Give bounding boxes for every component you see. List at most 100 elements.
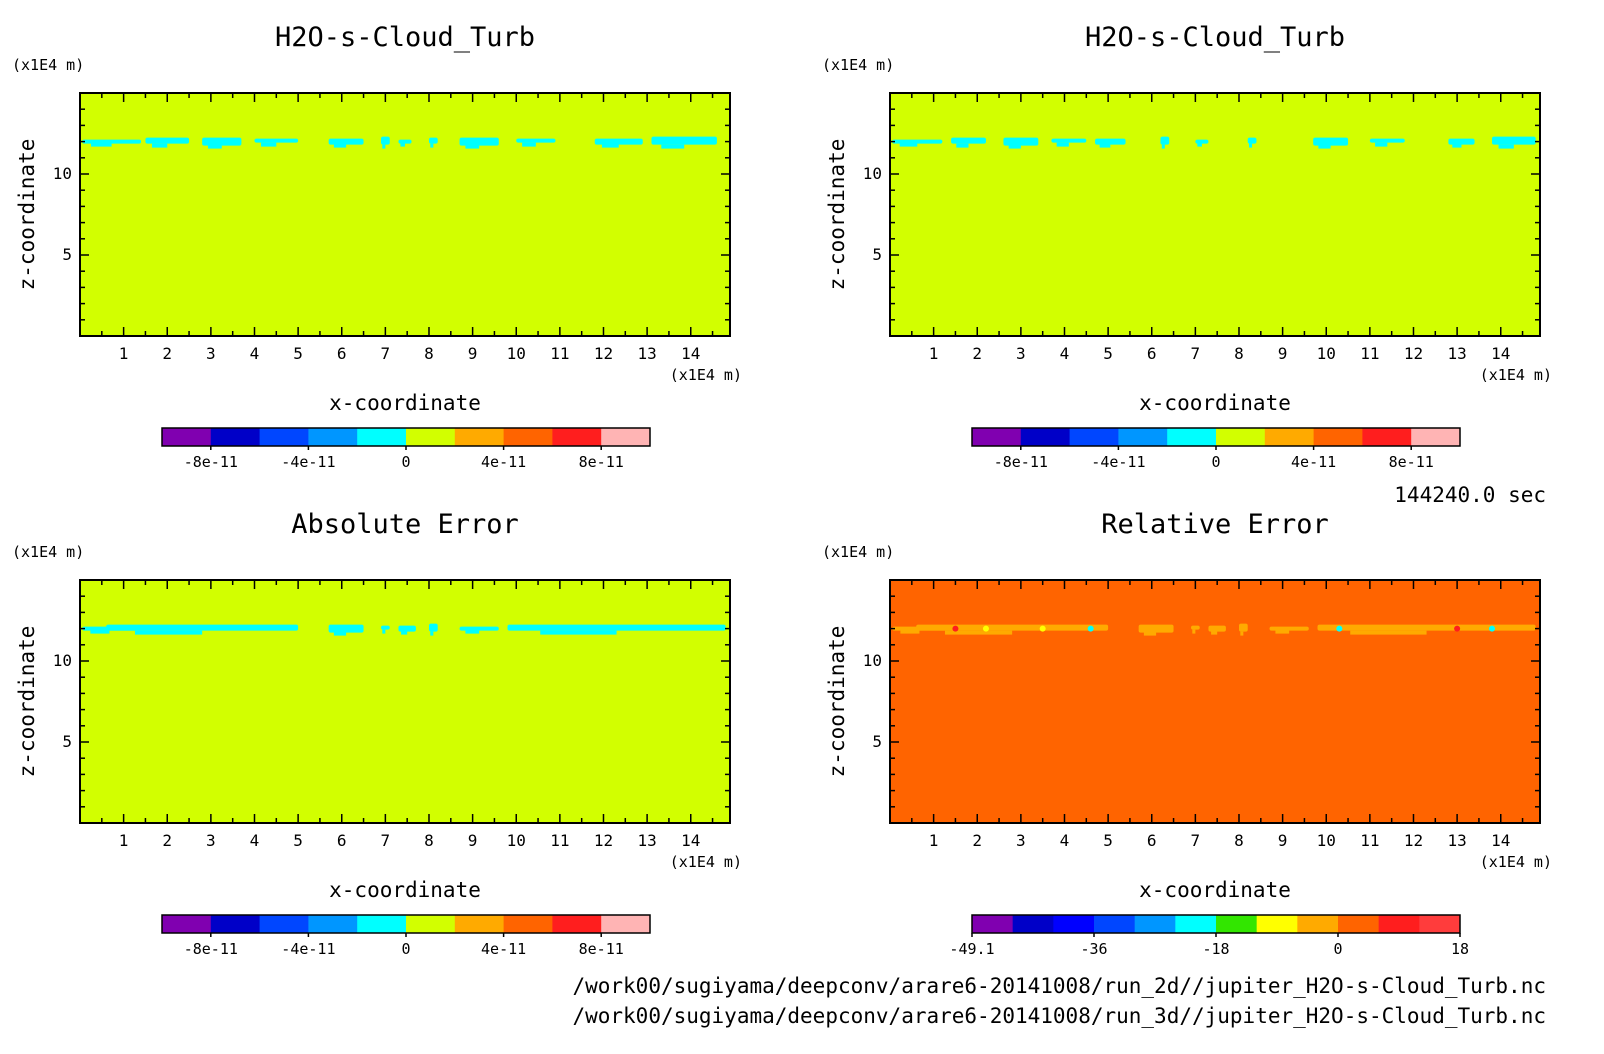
x-tick-label: 10	[1317, 344, 1336, 363]
y-unit-label: (x1E4 m)	[12, 56, 84, 74]
x-tick-label: 10	[507, 344, 526, 363]
cloud-feature	[916, 625, 1108, 631]
cloud-feature-lobe	[1162, 145, 1165, 149]
cloud-feature	[145, 138, 189, 144]
cloud-feature	[892, 140, 942, 144]
colorbar-swatch	[1297, 915, 1338, 933]
x-tick-label: 2	[972, 344, 982, 363]
colorbar-swatch	[1265, 428, 1314, 446]
colorbar-swatch	[601, 915, 650, 933]
colorbar-swatch	[1167, 428, 1216, 446]
cloud-feature	[508, 625, 726, 631]
colorbar-tick-label: 0	[1211, 453, 1220, 471]
cloud-feature-lobe	[1197, 143, 1202, 147]
footer-path-2d: /work00/sugiyama/deepconv/arare6-2014100…	[572, 974, 1546, 998]
relative-error-spot	[1336, 626, 1342, 632]
colorbar-tick-label: -4e-11	[1091, 453, 1145, 471]
x-tick-label: 7	[1191, 344, 1201, 363]
cloud-feature-lobe	[382, 630, 385, 634]
colorbar-swatch	[504, 915, 553, 933]
field-background	[80, 93, 730, 336]
cloud-feature	[429, 624, 438, 632]
y-tick-label: 10	[53, 651, 72, 670]
x-tick-label: 11	[1360, 831, 1379, 850]
x-tick-label: 7	[381, 831, 391, 850]
colorbar-swatch	[1419, 915, 1460, 933]
cloud-feature	[1318, 625, 1536, 631]
y-tick-label: 5	[872, 245, 882, 264]
colorbar-swatch	[308, 428, 357, 446]
colorbar-swatch	[162, 428, 211, 446]
relative-error-spot	[1088, 626, 1094, 632]
y-axis-label: z-coordinate	[825, 139, 849, 291]
cloud-feature-lobe	[382, 145, 385, 149]
relative-error-spot	[952, 626, 958, 632]
cloud-feature-lobe	[1240, 632, 1243, 636]
chart-panel-3: Absolute Error(x1E4 m)1 2 3 4 5 6 7 8 9 10 11 12 13 1…	[12, 509, 742, 958]
colorbar-swatch	[552, 428, 601, 446]
relative-error-spot	[1040, 626, 1046, 632]
cloud-feature	[1191, 626, 1200, 630]
cloud-feature	[1248, 138, 1257, 144]
x-tick-label: 12	[1404, 344, 1423, 363]
colorbar-tick-label: 8e-11	[579, 940, 624, 958]
cloud-feature	[1313, 138, 1348, 146]
x-tick-label: 2	[162, 831, 172, 850]
colorbar-swatch	[455, 915, 504, 933]
cloud-feature	[1239, 624, 1248, 632]
cloud-feature-lobe	[602, 144, 619, 148]
relative-error-spot	[983, 626, 989, 632]
cloud-feature-lobe	[1452, 144, 1461, 148]
colorbar-swatch	[308, 915, 357, 933]
x-tick-label: 5	[1103, 344, 1113, 363]
colorbar-tick-label: 4e-11	[481, 453, 526, 471]
colorbar-swatch	[1053, 915, 1094, 933]
cloud-feature-lobe	[430, 632, 433, 636]
y-axis-label: z-coordinate	[15, 139, 39, 291]
x-tick-label: 14	[1491, 344, 1510, 363]
x-tick-label: 5	[293, 831, 303, 850]
relative-error-spot	[1489, 626, 1495, 632]
colorbar-swatch	[260, 915, 309, 933]
x-tick-label: 8	[1234, 831, 1244, 850]
field-background	[890, 93, 1540, 336]
colorbar-swatch	[357, 915, 406, 933]
cloud-feature	[329, 625, 364, 633]
x-tick-label: 11	[550, 831, 569, 850]
cloud-feature-lobe	[661, 145, 684, 149]
cloud-feature	[381, 137, 390, 145]
cloud-feature-lobe	[334, 144, 346, 148]
x-tick-label: 11	[550, 344, 569, 363]
x-axis-label: x-coordinate	[329, 878, 481, 902]
cloud-feature-lobe	[90, 630, 109, 634]
colorbar-swatch	[357, 428, 406, 446]
colorbar-swatch	[1216, 915, 1257, 933]
colorbar-swatch	[972, 915, 1013, 933]
figure-canvas: H2O-s-Cloud_Turb(x1E4 m)1 2 3 4 5 6 7 8 9 10 11 12 1…	[0, 0, 1604, 1054]
cloud-feature-lobe	[900, 143, 918, 147]
colorbar-swatch	[1216, 428, 1265, 446]
y-tick-label: 5	[62, 245, 72, 264]
x-tick-label: 2	[972, 831, 982, 850]
x-unit-label: (x1E4 m)	[1480, 366, 1552, 384]
x-tick-label: 5	[293, 344, 303, 363]
x-tick-label: 12	[1404, 831, 1423, 850]
colorbar-swatch	[1411, 428, 1460, 446]
x-tick-label: 9	[1278, 831, 1288, 850]
cloud-feature-lobe	[1100, 144, 1111, 148]
x-tick-label: 5	[1103, 831, 1113, 850]
cloud-feature-lobe	[334, 632, 346, 636]
cloud-feature-lobe	[135, 631, 202, 635]
cloud-feature-lobe	[1144, 632, 1156, 636]
y-unit-label: (x1E4 m)	[12, 543, 84, 561]
y-unit-label: (x1E4 m)	[822, 543, 894, 561]
y-axis-label: z-coordinate	[15, 626, 39, 778]
cloud-feature-lobe	[1211, 631, 1217, 635]
x-tick-label: 12	[594, 831, 613, 850]
cloud-feature-lobe	[1375, 143, 1387, 147]
colorbar-swatch	[1257, 915, 1298, 933]
cloud-feature	[1492, 137, 1536, 145]
x-tick-label: 3	[1016, 831, 1026, 850]
colorbar-swatch	[162, 915, 211, 933]
x-tick-label: 6	[1147, 831, 1157, 850]
